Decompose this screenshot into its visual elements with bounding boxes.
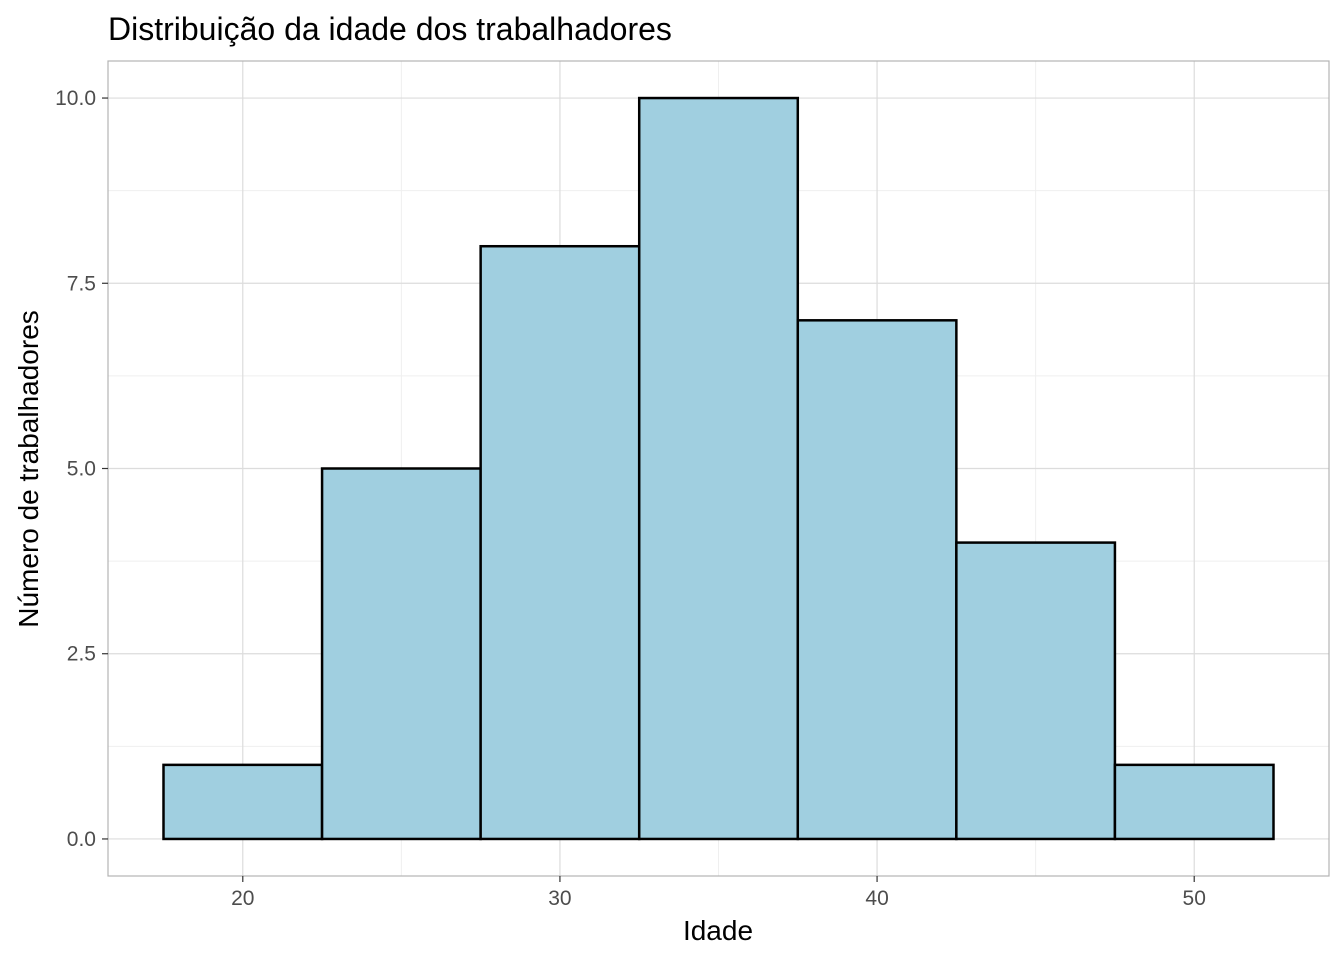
histogram-bar <box>637 96 800 841</box>
histogram-bar <box>796 319 958 841</box>
y-tick-label: 5.0 <box>67 458 96 481</box>
x-tick-label: 20 <box>231 887 254 910</box>
y-axis-title: Número de trabalhadores <box>13 310 44 628</box>
histogram-bar <box>479 244 641 841</box>
x-tick-label: 30 <box>548 887 571 910</box>
x-axis-title: Idade <box>683 915 753 946</box>
x-tick-label: 40 <box>865 887 888 910</box>
chart-title: Distribuição da idade dos trabalhadores <box>108 11 672 47</box>
y-tick-label: 0.0 <box>67 828 96 851</box>
histogram-bar <box>320 467 482 841</box>
histogram-bar <box>162 763 324 841</box>
y-tick-label: 2.5 <box>67 643 96 666</box>
histogram-bars <box>162 96 1275 841</box>
y-tick-label: 10.0 <box>55 87 96 110</box>
x-tick-label: 50 <box>1183 887 1206 910</box>
x-axis: 20 30 40 50 <box>231 876 1206 910</box>
y-axis: 0.0 2.5 5.0 7.5 10.0 <box>55 87 108 851</box>
histogram-bar <box>1113 763 1275 841</box>
histogram-bar <box>955 541 1117 841</box>
y-tick-label: 7.5 <box>67 272 96 295</box>
